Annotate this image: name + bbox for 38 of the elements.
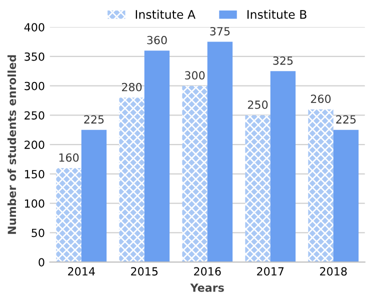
bar	[182, 86, 208, 262]
bar	[56, 168, 82, 262]
data-label: 225	[336, 115, 356, 124]
legend-label: Institute B	[247, 10, 306, 19]
x-tick-label: 2016	[194, 267, 221, 276]
data-label: 260	[310, 94, 331, 104]
y-tick-label: 200	[24, 140, 44, 149]
y-axis-title: Number of students enrolled	[7, 55, 16, 234]
y-tick-label: 50	[32, 228, 44, 238]
data-label: 300	[185, 71, 205, 80]
data-label: 375	[210, 27, 230, 36]
y-tick-label: 300	[24, 82, 44, 90]
x-axis-title: Years	[190, 284, 224, 292]
y-tick-label: 350	[24, 52, 44, 61]
x-tick-label: 2014	[68, 267, 95, 276]
bar	[308, 109, 334, 262]
data-label: 280	[122, 82, 142, 92]
data-label: 325	[273, 56, 293, 65]
y-tick-label: 250	[24, 111, 44, 120]
data-label: 160	[59, 153, 79, 162]
data-label: 360	[147, 36, 167, 44]
legend-label: Institute A	[136, 10, 196, 19]
data-label: 225	[84, 115, 104, 124]
bar	[270, 71, 296, 262]
bar	[245, 115, 270, 262]
bar	[144, 50, 170, 262]
bar	[119, 98, 144, 262]
bar	[207, 42, 233, 262]
x-tick-label: 2018	[320, 267, 347, 276]
bar	[81, 130, 107, 262]
bar	[333, 130, 359, 262]
y-tick-label: 400	[24, 23, 44, 32]
x-tick-label: 2015	[131, 267, 158, 276]
x-tick-label: 2017	[257, 267, 284, 276]
y-tick-label: 100	[25, 199, 44, 208]
y-tick-label: 150	[25, 170, 44, 178]
y-tick-label: 0	[38, 258, 44, 266]
data-label: 250	[248, 100, 268, 109]
